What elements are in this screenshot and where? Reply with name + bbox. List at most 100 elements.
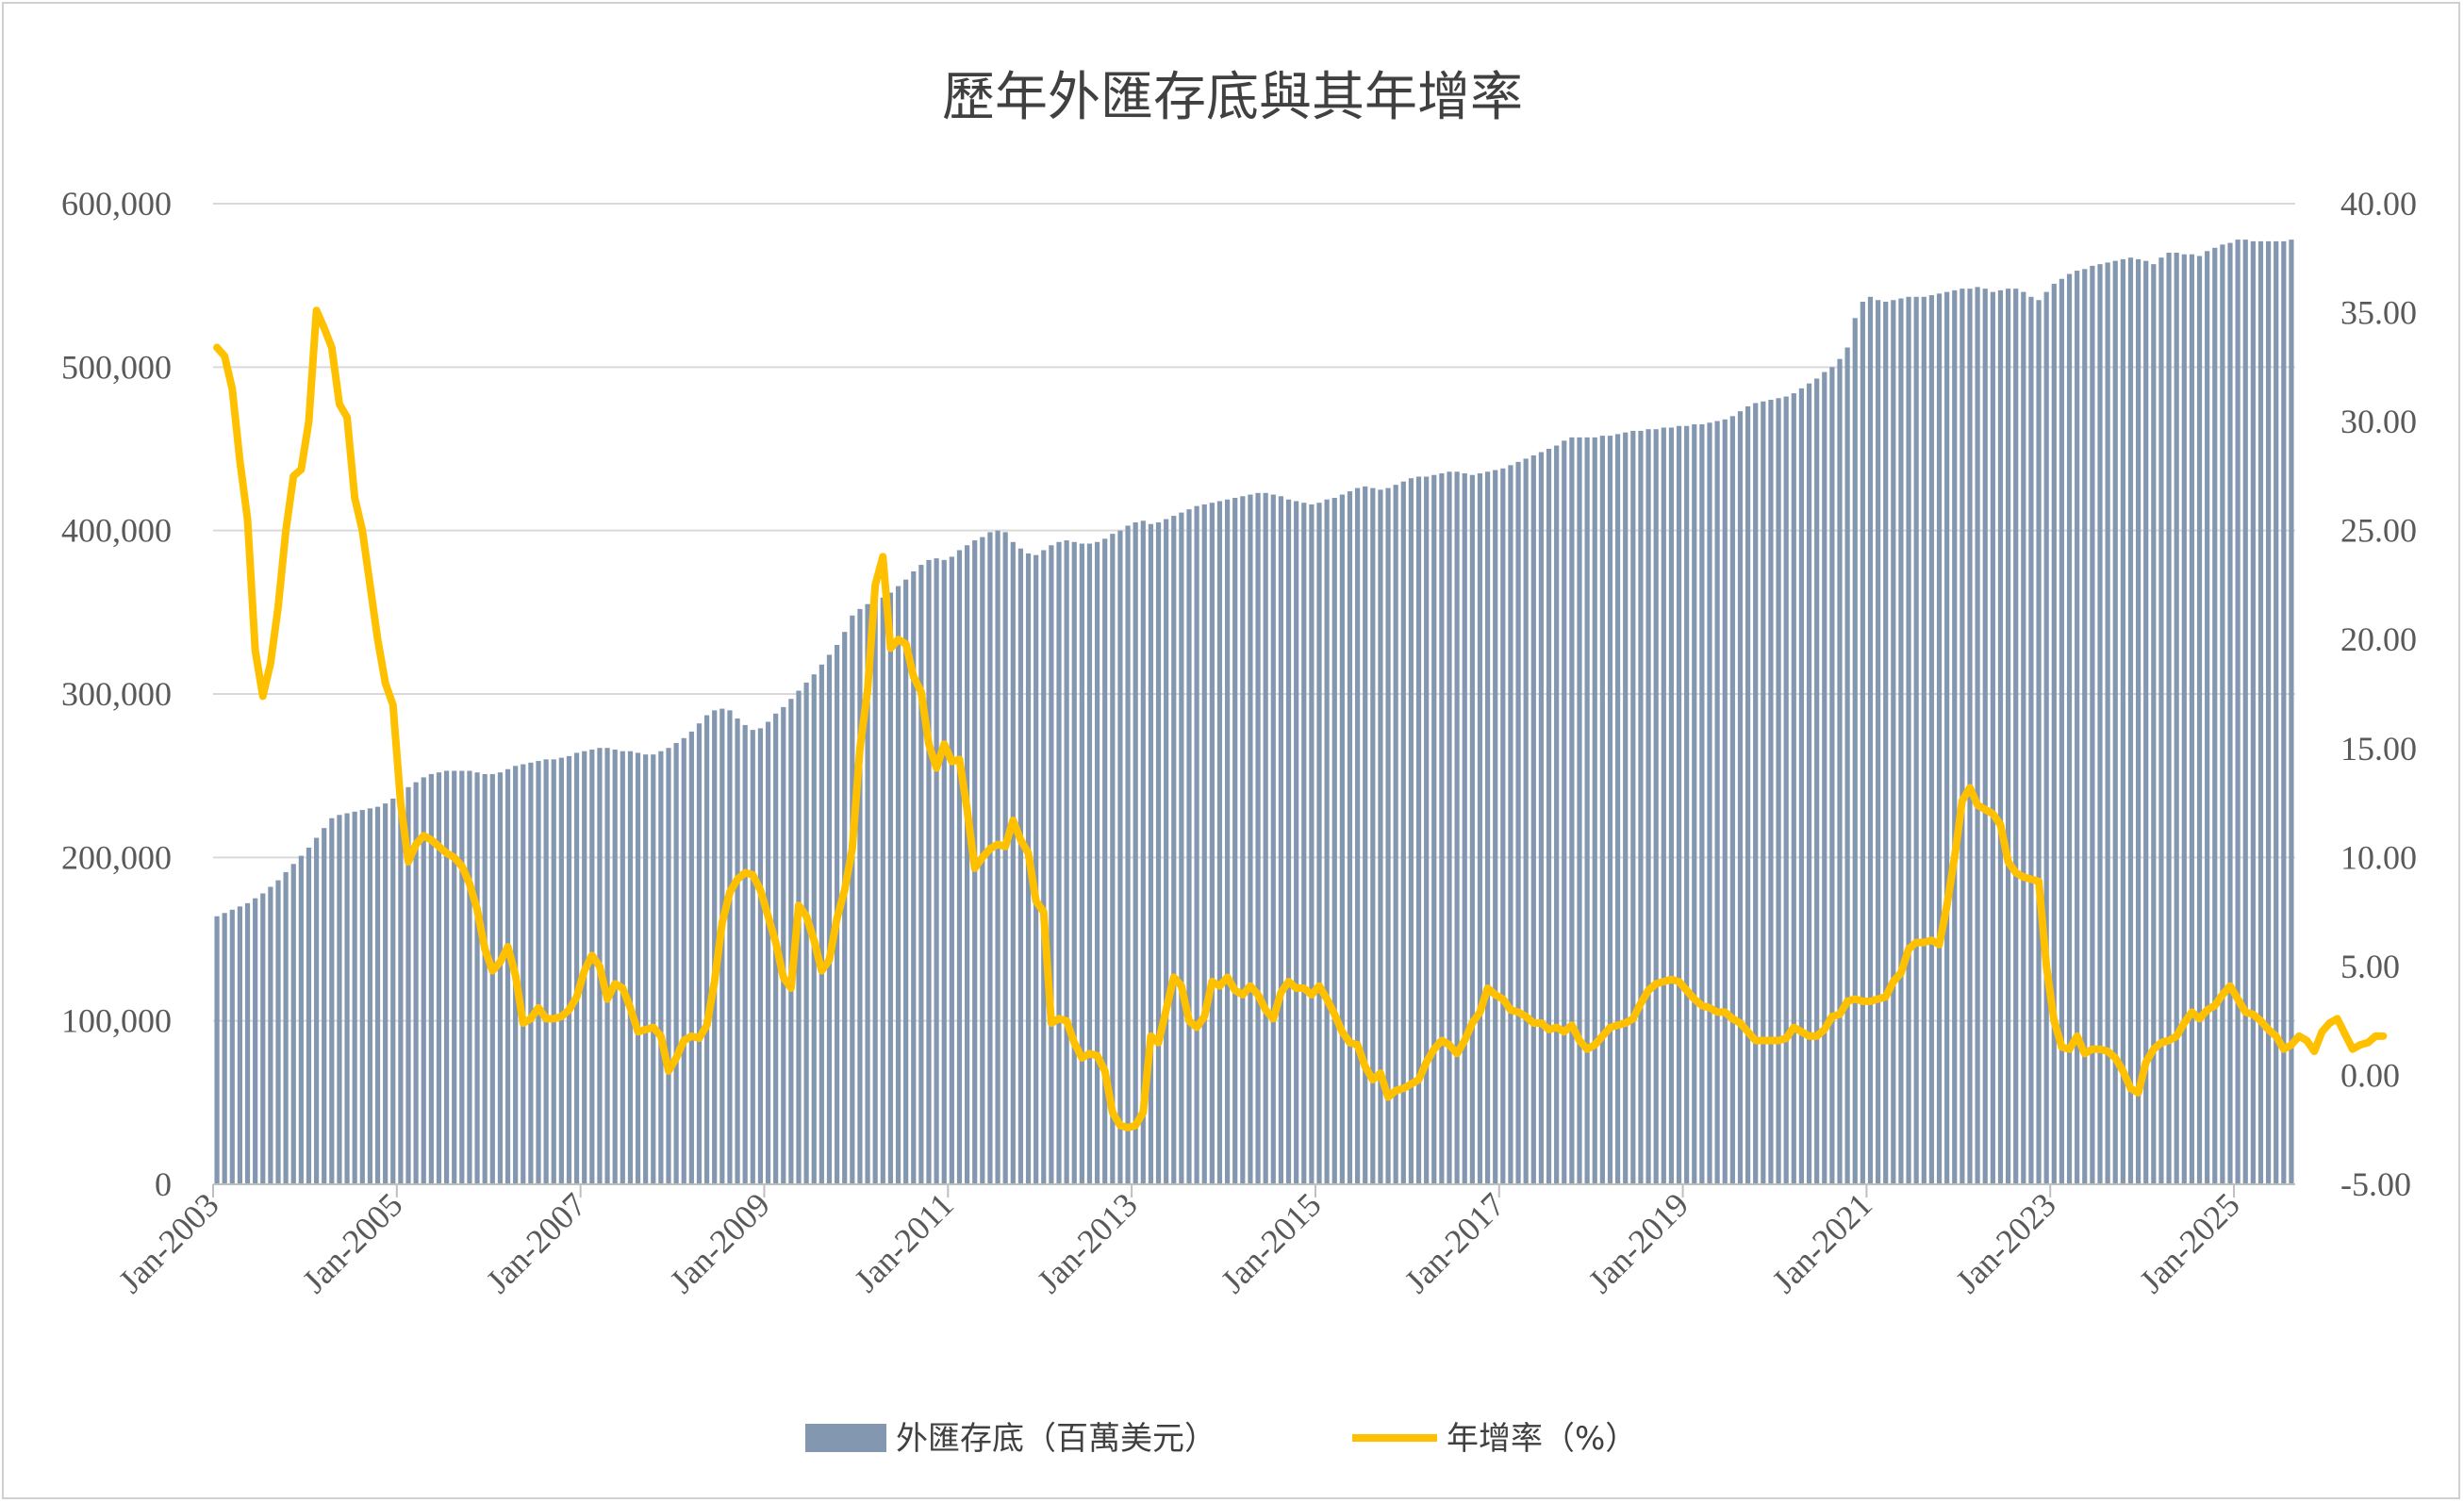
- bar: [1982, 289, 1988, 1184]
- x-tick-label: Jan-2005: [295, 1185, 410, 1300]
- bar: [367, 808, 373, 1184]
- bar: [1860, 302, 1865, 1184]
- bar: [504, 768, 511, 1184]
- bar: [627, 751, 634, 1184]
- bar: [1944, 291, 1950, 1185]
- bar: [306, 847, 312, 1184]
- bar: [1554, 445, 1560, 1184]
- bar: [1584, 437, 1590, 1184]
- bar: [1699, 424, 1705, 1184]
- bar: [2105, 262, 2110, 1184]
- bar: [1768, 400, 1774, 1184]
- bar: [727, 710, 733, 1184]
- bar: [1454, 471, 1460, 1184]
- bar: [1729, 416, 1735, 1185]
- bar: [1339, 494, 1345, 1184]
- bar: [1002, 532, 1008, 1184]
- y2-tick-label: 5.00: [2340, 948, 2400, 985]
- bar: [712, 710, 718, 1184]
- bar: [558, 757, 564, 1184]
- bar: [1562, 440, 1567, 1185]
- bar: [2189, 254, 2195, 1185]
- bar: [1400, 481, 1406, 1184]
- bar: [452, 770, 457, 1184]
- bar: [428, 773, 434, 1184]
- bar: [826, 654, 833, 1184]
- bar: [1737, 411, 1744, 1184]
- bar: [536, 761, 541, 1184]
- bar: [895, 586, 901, 1184]
- bar: [1331, 498, 1337, 1184]
- bar: [1806, 383, 1812, 1184]
- bar: [1975, 287, 1980, 1184]
- bar: [2281, 240, 2287, 1184]
- y2-tick-label: 0.00: [2340, 1056, 2400, 1094]
- bar: [2036, 300, 2042, 1184]
- y-tick-label: 400,000: [61, 512, 172, 550]
- bar: [1761, 401, 1766, 1185]
- bar: [1913, 296, 1919, 1184]
- bar: [474, 772, 480, 1184]
- bar: [842, 632, 848, 1184]
- bar: [467, 770, 472, 1184]
- bar: [2250, 240, 2256, 1184]
- bar: [658, 751, 664, 1184]
- legend-swatch-reserves: [805, 1424, 886, 1452]
- bar: [803, 682, 809, 1184]
- bar: [2135, 258, 2142, 1184]
- bar: [551, 759, 556, 1184]
- bar: [1017, 548, 1024, 1184]
- bar: [344, 813, 350, 1184]
- bar: [1393, 485, 1398, 1184]
- bar: [283, 871, 289, 1184]
- bar: [1623, 432, 1629, 1184]
- bar: [1967, 289, 1973, 1184]
- x-tick-label: Jan-2011: [847, 1185, 961, 1299]
- bar: [1408, 478, 1414, 1184]
- bar: [2097, 264, 2103, 1184]
- bar: [1638, 430, 1644, 1184]
- bar: [229, 909, 235, 1184]
- x-tick-label: Jan-2013: [1030, 1185, 1145, 1300]
- bar: [2127, 257, 2134, 1184]
- bar: [1875, 300, 1881, 1184]
- bar: [2075, 271, 2080, 1184]
- bar: [2196, 256, 2203, 1185]
- bar: [1164, 519, 1169, 1184]
- bar: [253, 898, 258, 1184]
- bar: [1798, 388, 1805, 1184]
- line-series: [213, 306, 2388, 1131]
- bar: [1469, 474, 1475, 1185]
- bar: [651, 754, 656, 1184]
- bar: [666, 748, 671, 1184]
- bar: [703, 715, 710, 1184]
- bar: [1898, 298, 1904, 1184]
- bar: [1240, 496, 1246, 1184]
- bar: [1071, 541, 1077, 1184]
- bar: [1607, 436, 1613, 1184]
- bar: [918, 565, 924, 1184]
- bar: [1263, 492, 1268, 1184]
- x-tick-label: Jan-2009: [663, 1185, 778, 1300]
- x-axis-ticks: Jan-2003 Jan-2005 Jan-2007 Jan-2009 Jan-2011…: [111, 1184, 2247, 1300]
- bar: [1186, 509, 1192, 1184]
- bar: [880, 597, 885, 1184]
- bar: [1477, 473, 1483, 1184]
- growth-rate-line: [213, 306, 2388, 1131]
- bar-series: [214, 239, 2294, 1185]
- bar: [742, 724, 748, 1184]
- bar: [1201, 504, 1207, 1184]
- bar: [1385, 487, 1391, 1184]
- bar: [949, 556, 954, 1184]
- bar: [1997, 289, 2004, 1184]
- bar: [1439, 473, 1445, 1184]
- bar: [413, 782, 419, 1184]
- bar: [566, 755, 572, 1184]
- bar: [260, 893, 266, 1184]
- bar: [2090, 265, 2095, 1184]
- bar: [1906, 296, 1911, 1184]
- bar: [1140, 520, 1146, 1184]
- bar: [489, 773, 495, 1184]
- y2-tick-label: 25.00: [2340, 512, 2417, 550]
- bar: [620, 751, 625, 1184]
